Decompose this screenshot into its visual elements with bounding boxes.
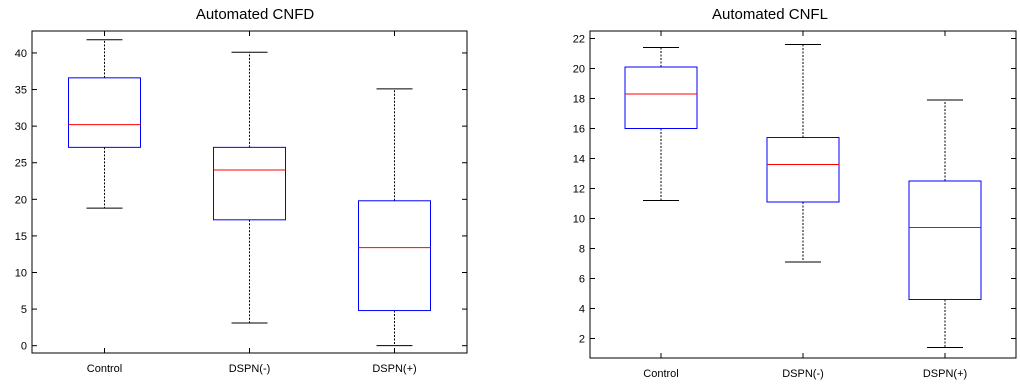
- x-category-label: Control: [87, 363, 122, 375]
- y-tick-label: 15: [15, 231, 27, 243]
- iqr-box: [68, 77, 141, 148]
- x-category-label: Control: [643, 368, 678, 380]
- y-tick-label: 2: [579, 334, 585, 346]
- x-category-label: DSPN(+): [923, 368, 967, 380]
- iqr-box: [358, 200, 431, 312]
- y-tick-label: 22: [573, 34, 585, 46]
- y-tick-label: 20: [573, 64, 585, 76]
- y-tick-label: 30: [15, 121, 27, 133]
- y-tick-label: 18: [573, 94, 585, 106]
- chart-title: Automated CNFL: [712, 6, 828, 23]
- iqr-box: [908, 180, 982, 300]
- x-category-label: DSPN(-): [229, 363, 271, 375]
- box-dspn: [213, 51, 286, 324]
- box-dspn: [358, 88, 431, 347]
- x-category-label: DSPN(-): [782, 368, 824, 380]
- y-tick-label: 14: [573, 154, 585, 166]
- y-tick-label: 40: [15, 48, 27, 60]
- y-tick-label: 10: [15, 268, 27, 280]
- box-control: [624, 47, 698, 201]
- y-tick-label: 5: [21, 304, 27, 316]
- chart-cnfl: Automated CNFL 2 4 6 8 10 12 14 16 18 20 22 Control…: [573, 6, 1017, 380]
- y-tick-label: 25: [15, 158, 27, 170]
- y-tick-label: 6: [579, 274, 585, 286]
- box-dspn: [908, 99, 982, 348]
- y-tick-label: 16: [573, 124, 585, 136]
- iqr-box: [213, 146, 286, 221]
- chart-title: Automated CNFD: [196, 6, 315, 23]
- chart-cnfd: Automated CNFD 0 5 10 15 20 25 30 35 40 Control DS…: [15, 6, 468, 375]
- y-tick-label: 35: [15, 85, 27, 97]
- iqr-box: [624, 66, 698, 129]
- y-tick-label: 8: [579, 244, 585, 256]
- box-dspn: [766, 44, 840, 263]
- box-control: [68, 39, 141, 209]
- x-category-label: DSPN(+): [372, 363, 416, 375]
- y-tick-label: 12: [573, 184, 585, 196]
- y-tick-label: 20: [15, 194, 27, 206]
- y-tick-label: 4: [579, 304, 585, 316]
- iqr-box: [766, 137, 840, 203]
- y-tick-label: 0: [21, 341, 27, 353]
- y-tick-label: 10: [573, 214, 585, 226]
